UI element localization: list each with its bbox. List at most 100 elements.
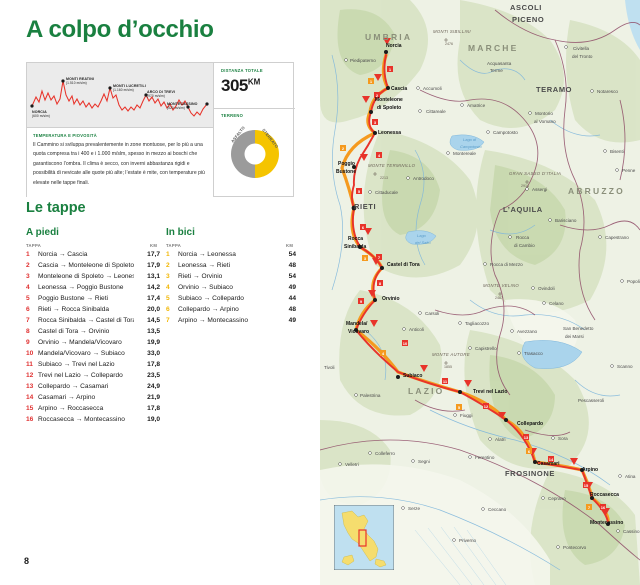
stage-number: 14 xyxy=(26,394,34,401)
stage-number: 1 xyxy=(166,251,170,258)
mountain-peak-marks xyxy=(373,38,529,365)
stage-distance: 17,4 xyxy=(147,295,160,302)
map-town-label-20: di Cambio xyxy=(514,243,535,248)
map-route-city-label-9: Castel di Tora xyxy=(387,262,420,268)
stage-distance: 48 xyxy=(288,262,296,269)
stage-row[interactable]: 11 Subiaco → Trevi nel Lazio 17,8 xyxy=(26,359,160,370)
map-town-label-14: al Vomano xyxy=(534,119,556,124)
map-town-label-49: Serze xyxy=(408,506,420,511)
stage-row[interactable]: 12 Trevi nel Lazio → Collepardo 23,5 xyxy=(26,370,160,381)
stage-name: Subiaco → Collepardo xyxy=(178,295,244,302)
stage-row[interactable]: 7 Arpino → Montecassino 49 xyxy=(166,315,296,326)
stage-number: 10 xyxy=(26,350,34,357)
stage-name: Roccasecca → Montecassino xyxy=(38,416,125,423)
column-title-by-bike: In bici xyxy=(166,227,195,238)
stage-distance: 24,9 xyxy=(147,383,160,390)
header-km-by-bike: KM xyxy=(286,243,294,248)
header-stage-on-foot: TAPPA xyxy=(26,243,42,248)
stage-row[interactable]: 2 Cascia → Monteleone di Spoleto 17,9 xyxy=(26,260,160,271)
stage-number: 12 xyxy=(26,372,34,379)
map-town-label-8: Antrodoco xyxy=(413,176,434,181)
svg-text:4: 4 xyxy=(382,351,385,356)
map-town-label-30: San Benedetto xyxy=(563,326,594,331)
stage-row[interactable]: 8 Castel di Tora → Orvinio 13,5 xyxy=(26,326,160,337)
stage-distance: 14,5 xyxy=(147,317,160,324)
rivers xyxy=(320,54,621,571)
stage-row[interactable]: 2 Leonessa → Rieti 48 xyxy=(166,260,296,271)
stage-number-chips: 1 1 2 3 2 4 5 6 3 7 8 9 4 10 11 5 12 xyxy=(340,66,606,510)
stage-distance: 48 xyxy=(288,306,296,313)
left-page: A colpo d’occhio NORCIA (600 m/slm) xyxy=(24,16,296,566)
map-town-label-5: Amatrice xyxy=(467,103,486,108)
route-nodes xyxy=(351,50,610,526)
stage-row[interactable]: 6 Collepardo → Arpino 48 xyxy=(166,304,296,315)
map-town-label-43: Segni xyxy=(418,459,430,464)
map-region-label-2: ABRUZZO xyxy=(568,186,625,196)
map-town-label-36: Palestrina xyxy=(360,393,381,398)
map-region-label-3: LAZIO xyxy=(408,386,445,396)
stage-row[interactable]: 6 Rieti → Rocca Sinibalda 20,0 xyxy=(26,304,160,315)
map-town-label-41: Colleferro xyxy=(375,451,395,456)
map-route-city-label-12: Vicovaro xyxy=(348,329,369,335)
map-town-label-33: Trasacco xyxy=(524,351,543,356)
stage-name: Collepardo → Casamari xyxy=(38,383,109,390)
stage-number: 16 xyxy=(26,416,34,423)
distance-label: DISTANZA TOTALE xyxy=(221,68,263,73)
map-town-label-29: Anticoli xyxy=(409,327,424,332)
stage-name: Casamari → Arpino xyxy=(38,394,96,401)
stage-row[interactable]: 1 Norcia → Leonessa 54 xyxy=(166,249,296,260)
stage-row[interactable]: 4 Leonessa → Poggio Bustone 14,2 xyxy=(26,282,160,293)
stage-distance: 19,0 xyxy=(147,416,160,423)
map-town-label-23: Ovindoli xyxy=(538,286,555,291)
svg-text:7: 7 xyxy=(588,505,591,510)
map-route-city-label-18: Roccasecca xyxy=(590,492,619,498)
map-route-city-label-1: Cascia xyxy=(391,86,407,92)
svg-text:11: 11 xyxy=(443,379,448,384)
stage-distance: 44 xyxy=(288,295,296,302)
map-lake-label-1: Campotosto xyxy=(460,144,482,149)
stage-row[interactable]: 1 Norcia → Cascia 17,7 xyxy=(26,249,160,260)
stage-number: 4 xyxy=(26,284,30,291)
stage-row[interactable]: 5 Subiaco → Collepardo 44 xyxy=(166,293,296,304)
stages-section-title: Le tappe xyxy=(26,200,86,216)
stage-row[interactable]: 3 Monteleone di Spoleto → Leonessa 13,1 xyxy=(26,271,160,282)
lakes xyxy=(405,134,583,369)
map-mountain-label-0: MONTI SIBILLINI xyxy=(433,29,471,34)
svg-text:5: 5 xyxy=(458,405,461,410)
stage-row[interactable]: 15 Arpino → Roccasecca 17,8 xyxy=(26,403,160,414)
stage-row[interactable]: 9 Orvinio → Mandela/Vicovaro 19,9 xyxy=(26,337,160,348)
map-town-label-47: Ceccano xyxy=(488,507,507,512)
stage-distance: 33,0 xyxy=(147,350,160,357)
map-mountain-label-4: MONTE AUTORE xyxy=(432,352,470,357)
map-town-label-17: Assergi xyxy=(532,187,547,192)
svg-text:7: 7 xyxy=(378,255,381,260)
stage-row[interactable]: 16 Roccasecca → Montecassino 19,0 xyxy=(26,414,160,425)
map-route-city-label-14: Trevi nel Lazio xyxy=(473,389,507,395)
stage-row[interactable]: 5 Poggio Bustone → Rieti 17,4 xyxy=(26,293,160,304)
page-number: 8 xyxy=(24,556,30,566)
map-big-city-label-5: FROSINONE xyxy=(505,469,555,478)
stage-row[interactable]: 10 Mandela/Vicovaro → Subiaco 33,0 xyxy=(26,348,160,359)
map-svg: 1 1 2 3 2 4 5 6 3 7 8 9 4 10 11 5 12 xyxy=(320,0,640,585)
stage-name: Cascia → Monteleone di Spoleto xyxy=(38,262,134,269)
map-town-label-15: Bisenti xyxy=(610,149,624,154)
temperature-body: Il Cammino si sviluppa prevalentemente i… xyxy=(33,142,205,186)
stage-row[interactable]: 14 Casamari → Arpino 21,9 xyxy=(26,392,160,403)
map-route-city-label-11: Mandela/ xyxy=(346,321,368,327)
stage-row[interactable]: 3 Rieti → Orvinio 54 xyxy=(166,271,296,282)
stage-number: 3 xyxy=(166,273,170,280)
stage-name: Arpino → Roccasecca xyxy=(38,405,104,412)
stage-list-on-foot: 1 Norcia → Cascia 17,7 2 Cascia → Monteleone… xyxy=(26,249,160,425)
stage-row[interactable]: 7 Rocca Sinibalda → Castel di Tora 14,5 xyxy=(26,315,160,326)
stage-row[interactable]: 4 Orvinio → Subiaco 49 xyxy=(166,282,296,293)
map-town-label-19: Rocca xyxy=(516,235,529,240)
map-town-label-13: Montorio xyxy=(535,111,553,116)
stage-name: Orvinio → Subiaco xyxy=(178,284,233,291)
stage-number: 13 xyxy=(26,383,34,390)
stage-row[interactable]: 13 Collepardo → Casamari 24,9 xyxy=(26,381,160,392)
map-town-label-21: Capestrano xyxy=(605,235,629,240)
svg-text:1: 1 xyxy=(389,67,392,72)
terrain-donut-chart: ASFALTO STERRATO xyxy=(224,123,286,185)
stage-number: 2 xyxy=(166,262,170,269)
map-town-label-46: Ceprano xyxy=(548,496,566,501)
